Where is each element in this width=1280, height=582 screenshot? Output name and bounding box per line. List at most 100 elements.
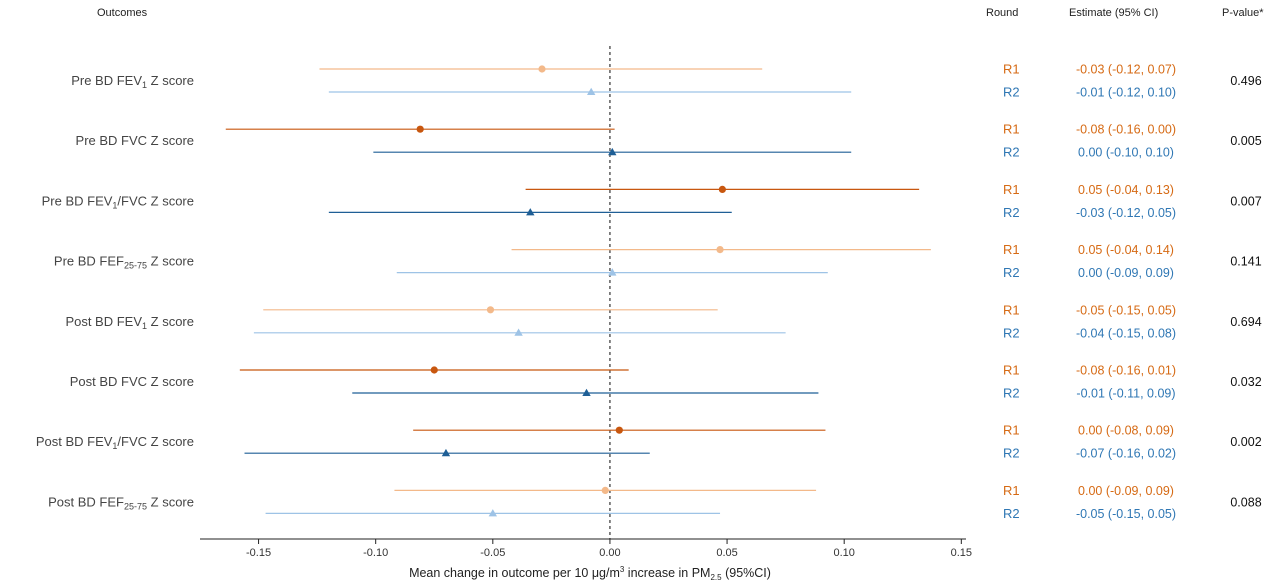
estimate-text: -0.03 (-0.12, 0.07) (1076, 63, 1176, 77)
outcome-label: Post BD FEF25-75 Z score (48, 494, 194, 511)
round-label: R2 (1003, 325, 1020, 340)
p-value: 0.002 (1230, 435, 1261, 449)
point-estimate-r1 (716, 246, 724, 254)
estimate-text: -0.01 (-0.11, 0.09) (1076, 387, 1175, 401)
x-axis-label-part: g/m (599, 566, 620, 580)
round-label: R2 (1003, 85, 1020, 100)
x-axis-label-part: 3 (620, 565, 625, 574)
x-axis-label: Mean change in outcome per 10 μg/m3 incr… (409, 565, 771, 582)
outcome-label: Pre BD FEV1 Z score (71, 73, 194, 90)
estimate-text: 0.00 (-0.10, 0.10) (1078, 146, 1174, 160)
estimate-text: -0.08 (-0.16, 0.00) (1076, 123, 1176, 137)
outcome-label-subscript: 1 (112, 200, 117, 210)
p-value: 0.694 (1230, 315, 1261, 329)
round-label: R1 (1003, 483, 1020, 498)
confidence-intervals (225, 68, 931, 515)
point-estimates (416, 65, 726, 517)
estimate-text: -0.05 (-0.15, 0.05) (1076, 303, 1176, 317)
point-estimate-r1 (486, 306, 495, 314)
outcome-label: Post BD FEV1/FVC Z score (36, 434, 194, 451)
estimate-text: -0.08 (-0.16, 0.01) (1076, 364, 1176, 378)
point-estimate-r1 (615, 426, 623, 434)
x-axis: -0.15 -0.10 -0.05 0.00 0.05 0.10 0.15 Mean chan… (200, 538, 972, 582)
outcome-label-suffix: Z score (147, 494, 194, 509)
outcome-label-subscript: 1 (112, 441, 117, 451)
x-tick-label: 0.15 (951, 547, 972, 559)
round-label: R1 (1003, 363, 1020, 378)
x-axis-label-part: μ (592, 566, 599, 580)
round-label: R2 (1003, 386, 1020, 401)
outcome-label-suffix: /FVC Z score (117, 193, 194, 208)
point-estimate-r1 (718, 185, 726, 193)
round-label: R1 (1003, 122, 1020, 137)
p-value: 0.088 (1230, 495, 1261, 509)
outcome-label: Pre BD FVC Z score (76, 133, 194, 148)
round-label: R1 (1003, 242, 1020, 257)
x-tick-label: -0.10 (363, 547, 388, 559)
outcome-label-subscript: 25-75 (124, 261, 147, 271)
p-value: 0.496 (1230, 74, 1261, 88)
estimate-text: 0.00 (-0.09, 0.09) (1078, 484, 1174, 498)
point-estimate-r1 (601, 486, 609, 494)
x-tick-label: 0.00 (599, 547, 620, 559)
outcome-label-text: Post BD FVC Z score (70, 374, 194, 389)
point-estimate-r2 (514, 328, 523, 336)
round-label: R2 (1003, 265, 1020, 280)
estimate-text: -0.05 (-0.15, 0.05) (1076, 507, 1176, 521)
outcome-label: Post BD FEV1 Z score (65, 314, 194, 331)
round-label: R2 (1003, 145, 1020, 160)
round-label: R1 (1003, 423, 1020, 438)
estimate-text: 0.00 (-0.09, 0.09) (1078, 266, 1174, 280)
x-axis-label-part: (95%CI) (722, 566, 771, 580)
outcome-label-suffix: Z score (147, 254, 194, 269)
point-estimate-r2 (586, 87, 596, 95)
round-label: R1 (1003, 62, 1020, 77)
round-label: R1 (1003, 302, 1020, 317)
p-value: 0.005 (1230, 134, 1261, 148)
x-axis-label-part: increase in PM (624, 566, 710, 580)
point-estimate-r2 (488, 509, 498, 517)
outcome-label-text: Pre BD FEV (42, 193, 113, 208)
outcome-label-text: Post BD FEV (65, 314, 142, 329)
p-value: 0.141 (1230, 255, 1261, 269)
pvalue-header: P-value* (1222, 7, 1264, 19)
x-tick-label: -0.15 (246, 547, 271, 559)
point-estimate-r1 (430, 366, 438, 374)
outcome-label-subscript: 1 (142, 321, 147, 331)
x-tick-label: -0.05 (480, 547, 505, 559)
estimate-text: 0.05 (-0.04, 0.13) (1078, 183, 1174, 197)
p-value: 0.032 (1230, 375, 1261, 389)
point-estimate-r2 (582, 388, 591, 396)
round-label: R2 (1003, 506, 1020, 521)
round-label: R1 (1003, 182, 1020, 197)
x-tick-label: 0.05 (716, 547, 737, 559)
outcome-label: Post BD FVC Z score (70, 374, 194, 389)
estimate-text: 0.00 (-0.08, 0.09) (1078, 424, 1174, 438)
round-label: R2 (1003, 205, 1020, 220)
outcome-label-suffix: Z score (147, 73, 194, 88)
point-estimate-r2 (526, 208, 535, 216)
p-value: 0.007 (1230, 194, 1261, 208)
estimate-text: -0.01 (-0.12, 0.10) (1076, 86, 1176, 100)
outcome-label-subscript: 1 (142, 80, 147, 90)
point-estimate-r1 (416, 125, 424, 133)
outcome-label-subscript: 25-75 (124, 501, 147, 511)
estimate-text: -0.03 (-0.12, 0.05) (1076, 206, 1176, 220)
estimate-text: -0.07 (-0.16, 0.02) (1076, 447, 1176, 461)
point-estimate-r1 (538, 65, 546, 73)
outcome-label-text: Pre BD FEF (54, 254, 124, 269)
round-header: Round (986, 7, 1019, 19)
x-tick-label: 0.10 (833, 547, 854, 559)
outcome-label-suffix: /FVC Z score (117, 434, 194, 449)
outcome-label: Pre BD FEF25-75 Z score (54, 254, 194, 271)
point-estimate-r2 (608, 147, 617, 156)
round-label: R2 (1003, 446, 1020, 461)
point-estimate-r2 (441, 448, 451, 457)
estimate-text: 0.05 (-0.04, 0.14) (1078, 243, 1174, 257)
outcome-label-suffix: Z score (147, 314, 194, 329)
outcome-label-text: Post BD FEF (48, 494, 124, 509)
outcome-label-text: Pre BD FEV (71, 73, 142, 88)
outcome-label: Pre BD FEV1/FVC Z score (42, 193, 194, 210)
